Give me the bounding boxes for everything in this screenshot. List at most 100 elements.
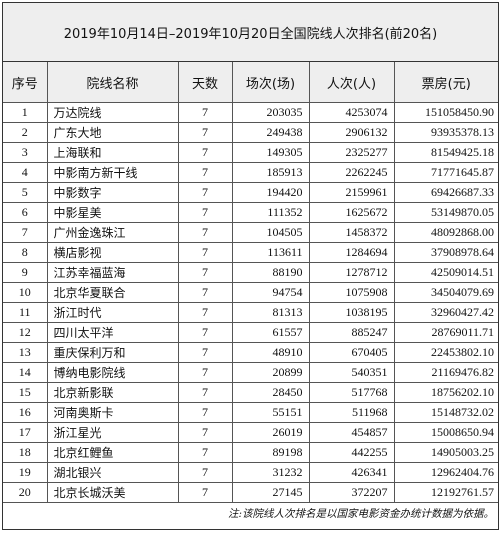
- cell-box-office: 15148732.02: [393, 402, 498, 423]
- table-row: 9 江苏幸福蓝海 7 88190 1278712 42509014.51: [3, 262, 498, 283]
- cell-rank: 1: [3, 102, 48, 123]
- cell-cinema-chain: 万达院线: [46, 102, 179, 123]
- table-row: 8 横店影视 7 113611 1284694 37908978.64: [3, 242, 498, 263]
- cell-screenings: 20899: [231, 362, 310, 383]
- cell-screenings: 27145: [231, 482, 310, 503]
- table-row: 17 浙江星光 7 26019 454857 15008650.94: [3, 422, 498, 443]
- cell-screenings: 88190: [231, 262, 310, 283]
- cell-box-office: 14905003.25: [393, 442, 498, 463]
- table-row: 2 广东大地 7 249438 2906132 93935378.13: [3, 122, 498, 143]
- cell-rank: 4: [3, 162, 48, 183]
- cell-cinema-chain: 四川太平洋: [46, 322, 179, 343]
- cell-rank: 12: [3, 322, 48, 343]
- cell-days: 7: [177, 282, 233, 303]
- cell-screenings: 89198: [231, 442, 310, 463]
- cell-admissions: 454857: [308, 422, 395, 443]
- cell-admissions: 540351: [308, 362, 395, 383]
- cell-box-office: 93935378.13: [393, 122, 498, 143]
- table-row: 12 四川太平洋 7 61557 885247 28769011.71: [3, 322, 498, 343]
- table-row: 7 广州金逸珠江 7 104505 1458372 48092868.00: [3, 222, 498, 243]
- cell-screenings: 55151: [231, 402, 310, 423]
- cell-box-office: 81549425.18: [393, 142, 498, 163]
- table-row: 20 北京长城沃美 7 27145 372207 12192761.57: [3, 482, 498, 503]
- cell-admissions: 1458372: [308, 222, 395, 243]
- cell-admissions: 442255: [308, 442, 395, 463]
- cell-admissions: 372207: [308, 482, 395, 503]
- cell-cinema-chain: 横店影视: [46, 242, 179, 263]
- cell-screenings: 28450: [231, 382, 310, 403]
- cell-days: 7: [177, 362, 233, 383]
- table-row: 15 北京新影联 7 28450 517768 18756202.10: [3, 382, 498, 403]
- cell-cinema-chain: 北京华夏联合: [46, 282, 179, 303]
- cell-admissions: 2906132: [308, 122, 395, 143]
- cell-box-office: 12192761.57: [393, 482, 498, 503]
- cell-box-office: 151058450.90: [393, 102, 498, 123]
- cell-admissions: 2325277: [308, 142, 395, 163]
- table-row: 1 万达院线 7 203035 4253074 151058450.90: [3, 102, 498, 123]
- cell-cinema-chain: 广州金逸珠江: [46, 222, 179, 243]
- cell-screenings: 194420: [231, 182, 310, 203]
- column-header-screenings: 场次(场): [231, 62, 310, 103]
- cell-cinema-chain: 河南奥斯卡: [46, 402, 179, 423]
- cell-cinema-chain: 北京新影联: [46, 382, 179, 403]
- cell-cinema-chain: 浙江星光: [46, 422, 179, 443]
- cell-days: 7: [177, 242, 233, 263]
- cell-cinema-chain: 重庆保利万和: [46, 342, 179, 363]
- cell-box-office: 28769011.71: [393, 322, 498, 343]
- table-row: 14 博纳电影院线 7 20899 540351 21169476.82: [3, 362, 498, 383]
- cell-admissions: 670405: [308, 342, 395, 363]
- cell-admissions: 1075908: [308, 282, 395, 303]
- cell-box-office: 69426687.33: [393, 182, 498, 203]
- cell-screenings: 185913: [231, 162, 310, 183]
- cell-cinema-chain: 中影数字: [46, 182, 179, 203]
- cell-rank: 14: [3, 362, 48, 383]
- table-row: 11 浙江时代 7 81313 1038195 32960427.42: [3, 302, 498, 323]
- cell-days: 7: [177, 122, 233, 143]
- cell-box-office: 22453802.10: [393, 342, 498, 363]
- footnote: 注:该院线人次排名是以国家电影资金办统计数据为依据。: [227, 507, 494, 520]
- table-row: 19 湖北银兴 7 31232 426341 12962404.76: [3, 462, 498, 483]
- header-row: 序号 院线名称 天数 场次(场) 人次(人) 票房(元): [3, 62, 498, 103]
- column-header-admissions: 人次(人): [308, 62, 395, 103]
- cell-admissions: 4253074: [308, 102, 395, 123]
- cell-rank: 17: [3, 422, 48, 443]
- cell-rank: 13: [3, 342, 48, 363]
- cell-rank: 9: [3, 262, 48, 283]
- cell-days: 7: [177, 442, 233, 463]
- cell-box-office: 53149870.05: [393, 202, 498, 223]
- cell-screenings: 203035: [231, 102, 310, 123]
- cell-rank: 18: [3, 442, 48, 463]
- cell-cinema-chain: 湖北银兴: [46, 462, 179, 483]
- cell-admissions: 1278712: [308, 262, 395, 283]
- cell-days: 7: [177, 462, 233, 483]
- table-row: 4 中影南方新干线 7 185913 2262245 71771645.87: [3, 162, 498, 183]
- cell-box-office: 21169476.82: [393, 362, 498, 383]
- cell-days: 7: [177, 302, 233, 323]
- cell-screenings: 31232: [231, 462, 310, 483]
- cell-rank: 2: [3, 122, 48, 143]
- cell-rank: 20: [3, 482, 48, 503]
- cell-rank: 8: [3, 242, 48, 263]
- cell-box-office: 42509014.51: [393, 262, 498, 283]
- cell-screenings: 113611: [231, 242, 310, 263]
- cell-admissions: 511968: [308, 402, 395, 423]
- table-body: 1 万达院线 7 203035 4253074 151058450.90 2 广东大地 7 249…: [3, 102, 498, 503]
- cell-days: 7: [177, 222, 233, 243]
- table-title: 2019年10月14日–2019年10月20日全国院线人次排名(前20名): [3, 3, 498, 62]
- table-row: 16 河南奥斯卡 7 55151 511968 15148732.02: [3, 402, 498, 423]
- cell-cinema-chain: 上海联和: [46, 142, 179, 163]
- column-header-days: 天数: [177, 62, 233, 103]
- cell-box-office: 18756202.10: [393, 382, 498, 403]
- cell-cinema-chain: 江苏幸福蓝海: [46, 262, 179, 283]
- cell-cinema-chain: 浙江时代: [46, 302, 179, 323]
- cell-cinema-chain: 中影南方新干线: [46, 162, 179, 183]
- cell-admissions: 885247: [308, 322, 395, 343]
- cell-box-office: 71771645.87: [393, 162, 498, 183]
- column-header-name: 院线名称: [46, 62, 179, 103]
- cell-rank: 15: [3, 382, 48, 403]
- cell-admissions: 426341: [308, 462, 395, 483]
- cell-admissions: 1038195: [308, 302, 395, 323]
- ranking-table: 序号 院线名称 天数 场次(场) 人次(人) 票房(元) 1 万达院线 7 20303…: [3, 62, 498, 503]
- cell-days: 7: [177, 202, 233, 223]
- cell-screenings: 81313: [231, 302, 310, 323]
